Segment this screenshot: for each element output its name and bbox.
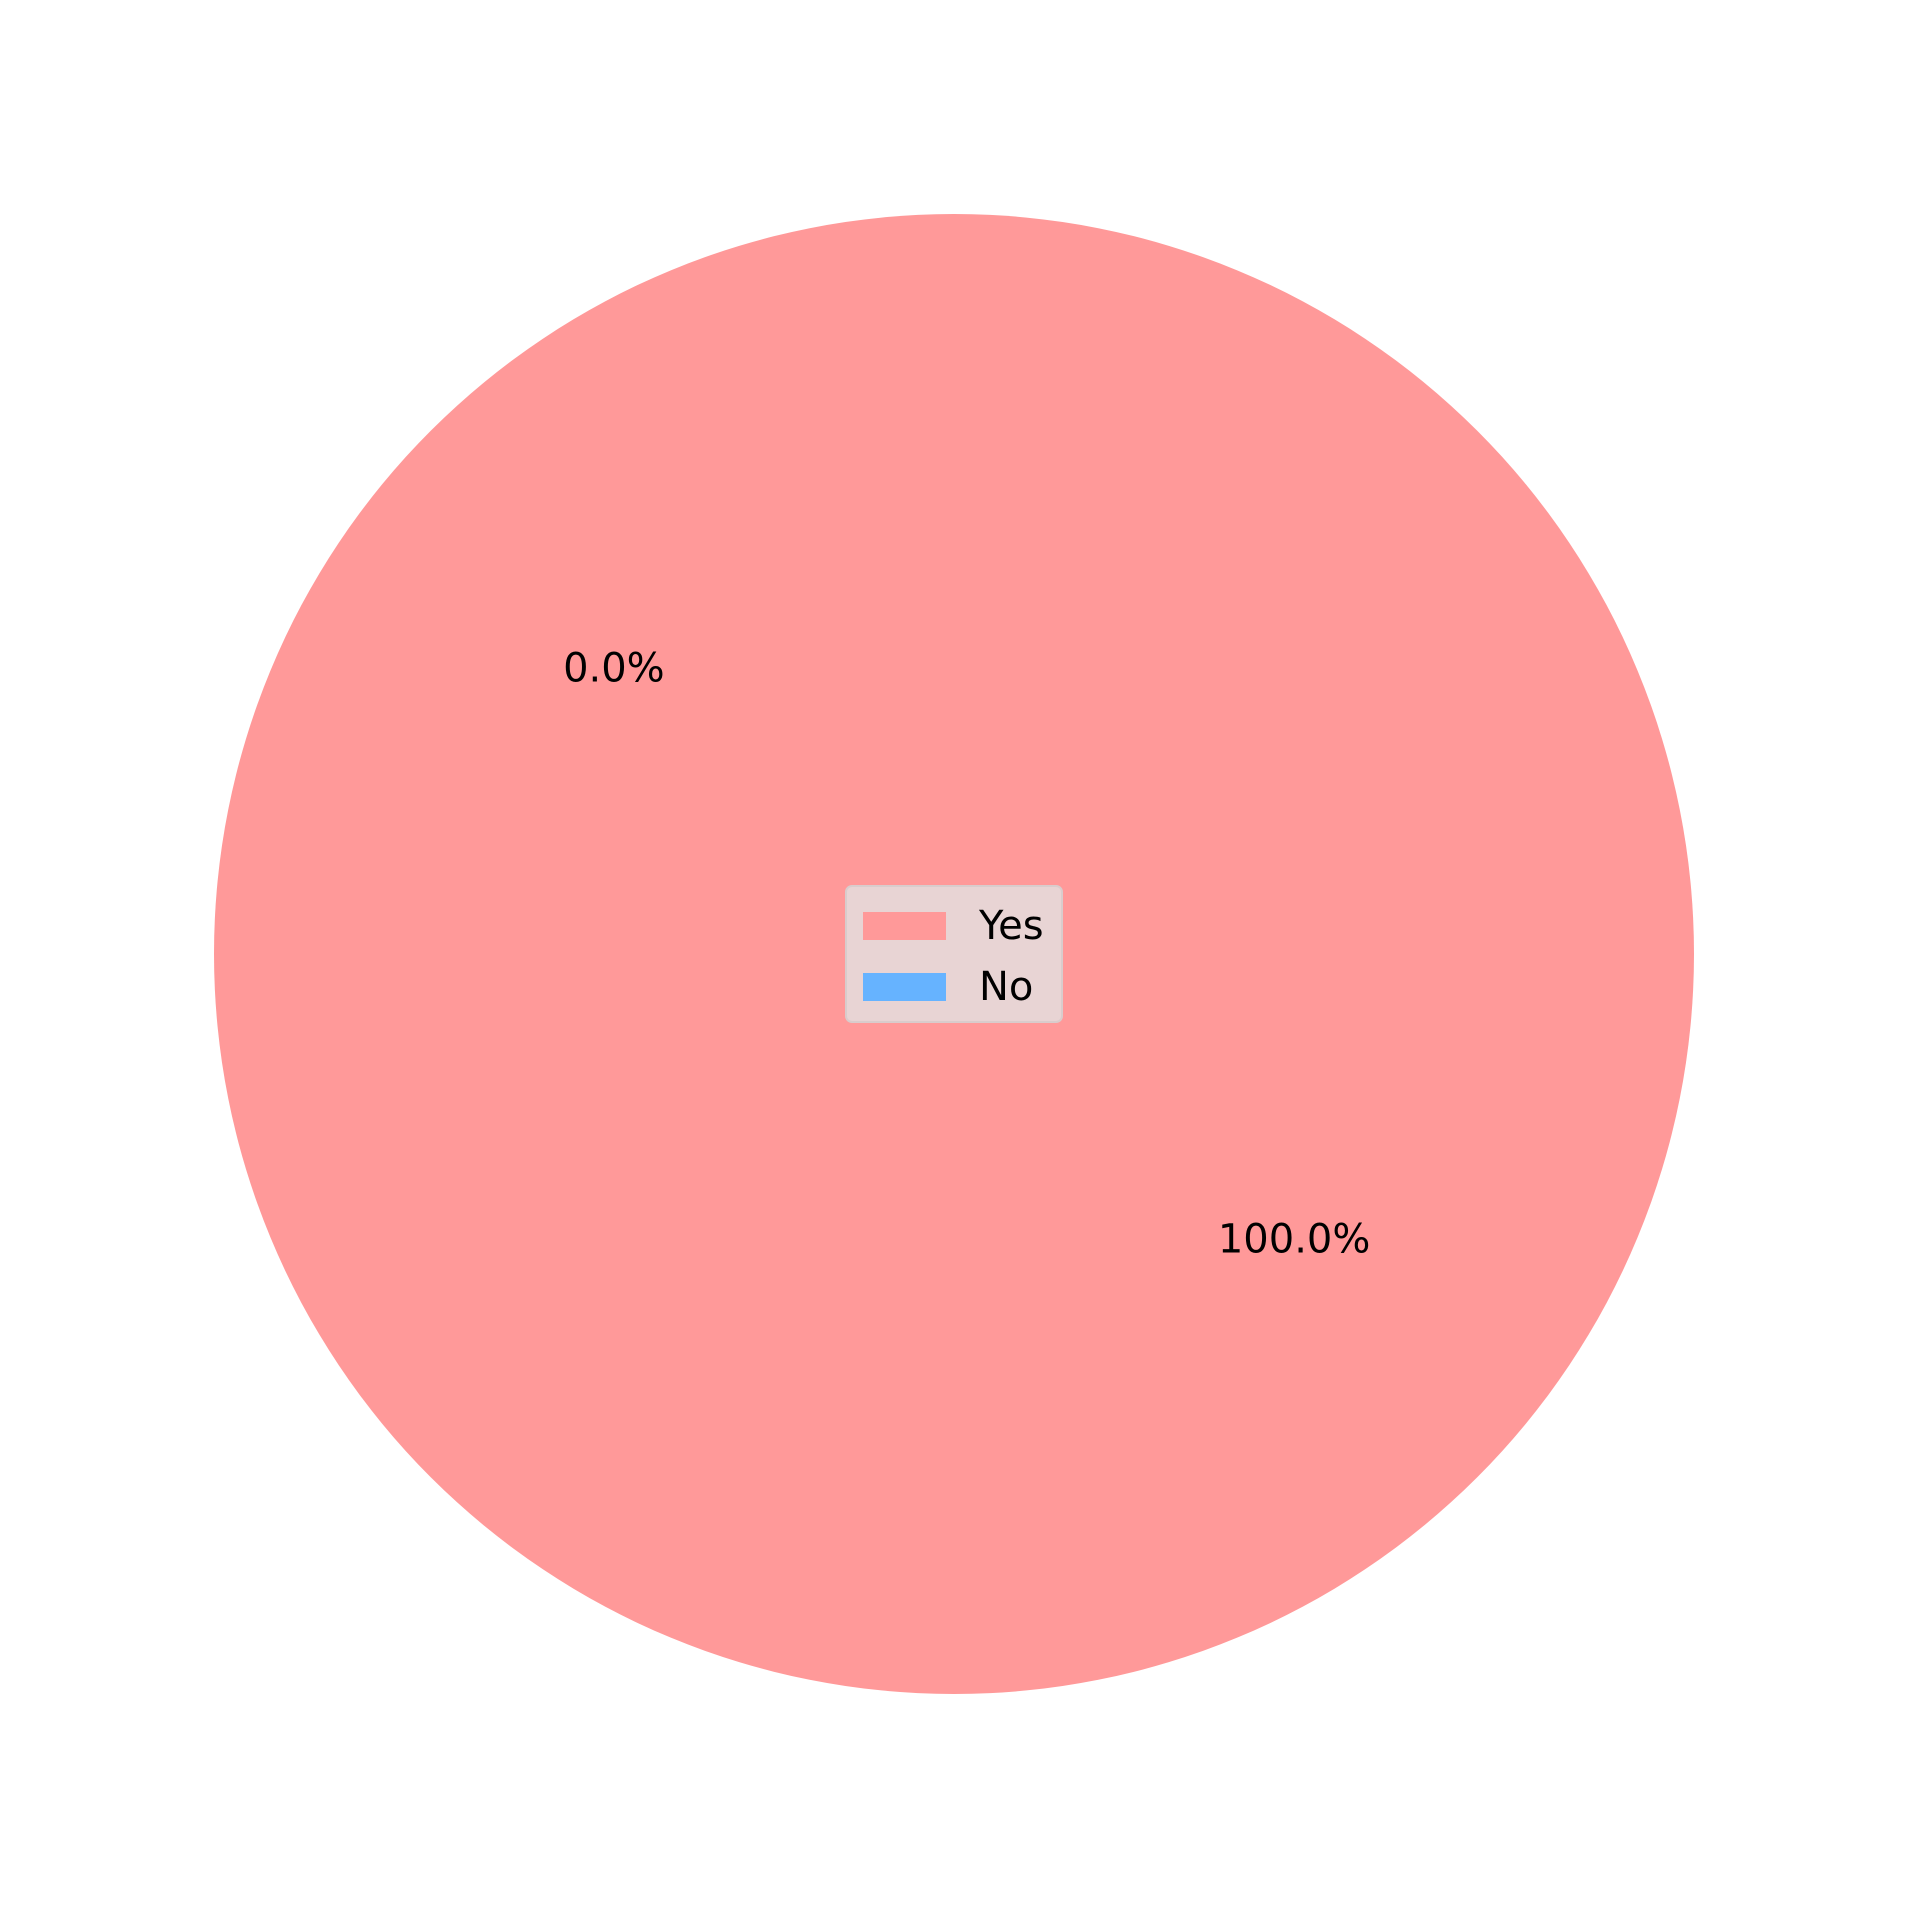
chart-legend: Yes No: [845, 885, 1063, 1023]
legend-swatch-no: [863, 973, 946, 1001]
legend-label-no: No: [979, 964, 1033, 1010]
legend-label-yes: Yes: [978, 903, 1044, 949]
legend-swatch-yes: [863, 912, 946, 940]
data-label-no: 0.0%: [563, 646, 665, 692]
data-label-yes: 100.0%: [1218, 1216, 1371, 1262]
pie-data-labels: 100.0% 0.0%: [563, 646, 1370, 1263]
